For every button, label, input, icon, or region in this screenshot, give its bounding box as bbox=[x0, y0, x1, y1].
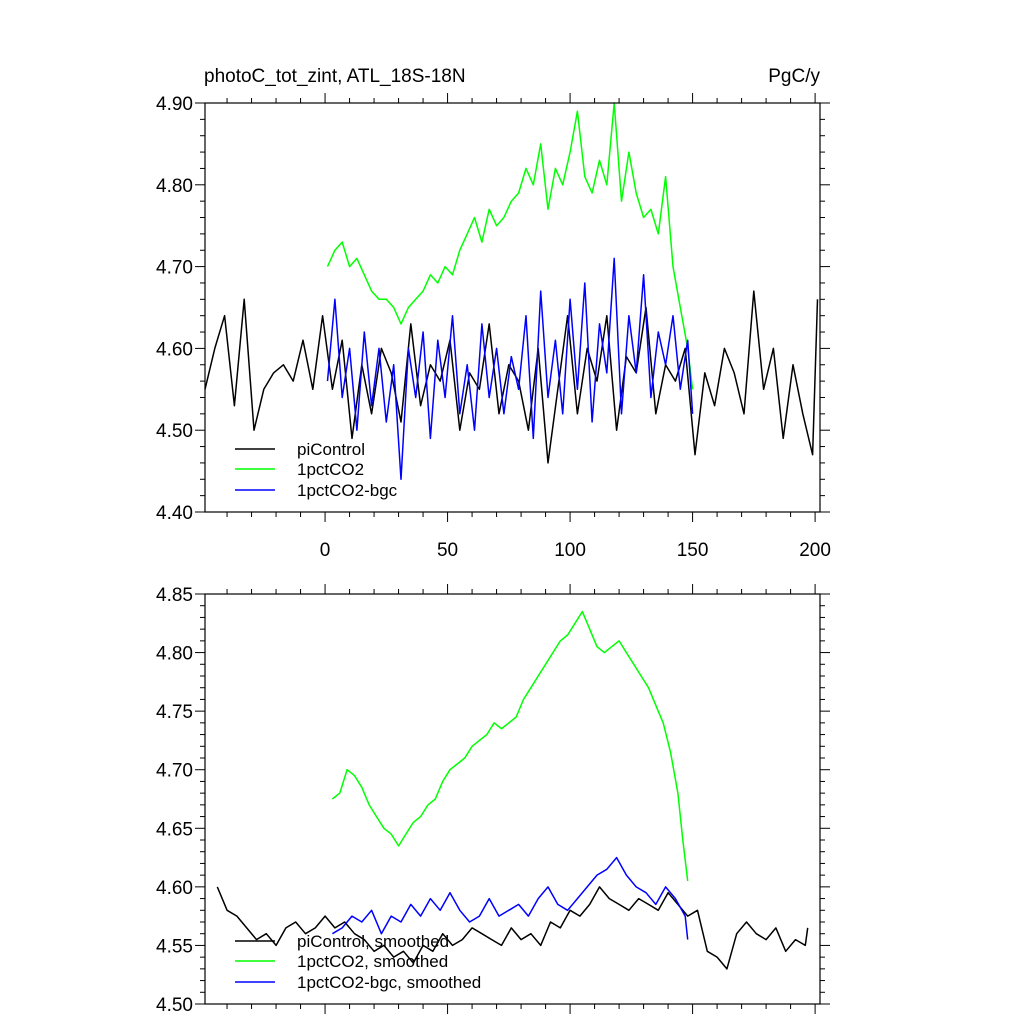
bottom-series-1pctco2-bgc-smoothed bbox=[332, 856, 689, 940]
bottom-plot-area bbox=[216, 610, 809, 970]
top-y-tick-label: 4.50 bbox=[156, 421, 193, 442]
top-y-tick-label: 4.60 bbox=[156, 339, 193, 360]
legend-label-1pctco2-smoothed: 1pctCO2, smoothed bbox=[297, 952, 448, 971]
legend-label-picontrol: piControl bbox=[297, 440, 365, 459]
legend-label-1pctco2-bgc: 1pctCO2-bgc bbox=[297, 481, 398, 500]
bottom-y-tick-label: 4.60 bbox=[156, 878, 193, 899]
top-legend: piControl 1pctCO2 1pctCO2-bgc bbox=[235, 440, 398, 500]
bottom-axes: 4.50 4.55 4.60 4.65 4.70 4.75 4.80 4.85 bbox=[156, 584, 830, 1016]
bottom-y-tick-label: 4.80 bbox=[156, 644, 193, 665]
bottom-y-tick-label: 4.70 bbox=[156, 761, 193, 782]
top-x-tick-label: 100 bbox=[554, 540, 586, 561]
top-axes: 4.40 4.50 4.60 4.70 4.80 4.90 0 50 100 150 200 bbox=[156, 93, 831, 561]
bottom-y-tick-label: 4.50 bbox=[156, 995, 193, 1016]
top-x-tick-label: 150 bbox=[677, 540, 709, 561]
bottom-series-picontrol-smoothed bbox=[216, 886, 809, 970]
top-y-tick-label: 4.80 bbox=[156, 176, 193, 197]
units-label: PgC/y bbox=[768, 66, 820, 87]
top-series-picontrol bbox=[204, 290, 819, 464]
bottom-y-tick-label: 4.75 bbox=[156, 702, 193, 723]
top-plot-area bbox=[204, 102, 819, 481]
bottom-y-tick-label: 4.85 bbox=[156, 585, 193, 606]
top-y-tick-label: 4.40 bbox=[156, 503, 193, 524]
top-panel: 4.40 4.50 4.60 4.70 4.80 4.90 0 50 100 150 200 piC… bbox=[156, 93, 831, 561]
legend-label-1pctco2-bgc-smoothed: 1pctCO2-bgc, smoothed bbox=[297, 973, 481, 992]
bottom-legend: piControl, smoothed 1pctCO2, smoothed 1p… bbox=[235, 932, 481, 992]
top-y-tick-label: 4.90 bbox=[156, 94, 193, 115]
bottom-panel: 4.50 4.55 4.60 4.65 4.70 4.75 4.80 4.85 piContr… bbox=[156, 584, 830, 1016]
legend-label-picontrol-smoothed: piControl, smoothed bbox=[297, 932, 449, 951]
bottom-y-tick-label: 4.65 bbox=[156, 819, 193, 840]
bottom-plot-frame bbox=[204, 593, 821, 1005]
chart-title: photoC_tot_zint, ATL_18S-18N bbox=[204, 66, 466, 87]
top-plot-frame bbox=[204, 102, 821, 513]
top-series-1pctco2-bgc bbox=[326, 257, 694, 481]
top-x-tick-label: 50 bbox=[437, 540, 458, 561]
top-series-1pctco2 bbox=[326, 102, 694, 390]
legend-label-1pctco2: 1pctCO2 bbox=[297, 460, 364, 479]
bottom-y-tick-label: 4.55 bbox=[156, 936, 193, 957]
top-y-tick-label: 4.70 bbox=[156, 258, 193, 279]
bottom-series-1pctco2-smoothed bbox=[331, 610, 689, 882]
top-x-tick-label: 0 bbox=[320, 540, 331, 561]
top-x-tick-label: 200 bbox=[799, 540, 831, 561]
